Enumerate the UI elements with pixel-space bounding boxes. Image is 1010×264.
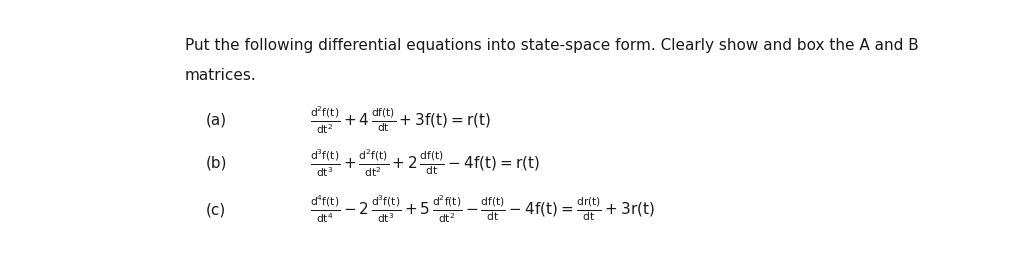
Text: $\frac{\mathregular{d}^4\mathregular{f(t)}}{\mathregular{dt}^4} - 2\,\frac{\math: $\frac{\mathregular{d}^4\mathregular{f(t… [310, 194, 655, 225]
Text: (a): (a) [206, 113, 227, 128]
Text: $\frac{\mathregular{d}^2\mathregular{f(t)}}{\mathregular{dt}^2} + 4\,\frac{\math: $\frac{\mathregular{d}^2\mathregular{f(t… [310, 104, 491, 136]
Text: (b): (b) [205, 155, 227, 170]
Text: matrices.: matrices. [185, 68, 257, 83]
Text: (c): (c) [206, 202, 226, 217]
Text: Put the following differential equations into state-space form. Clearly show and: Put the following differential equations… [185, 38, 919, 53]
Text: $\frac{\mathregular{d}^3\mathregular{f(t)}}{\mathregular{dt}^3} + \frac{\mathreg: $\frac{\mathregular{d}^3\mathregular{f(t… [310, 147, 540, 178]
